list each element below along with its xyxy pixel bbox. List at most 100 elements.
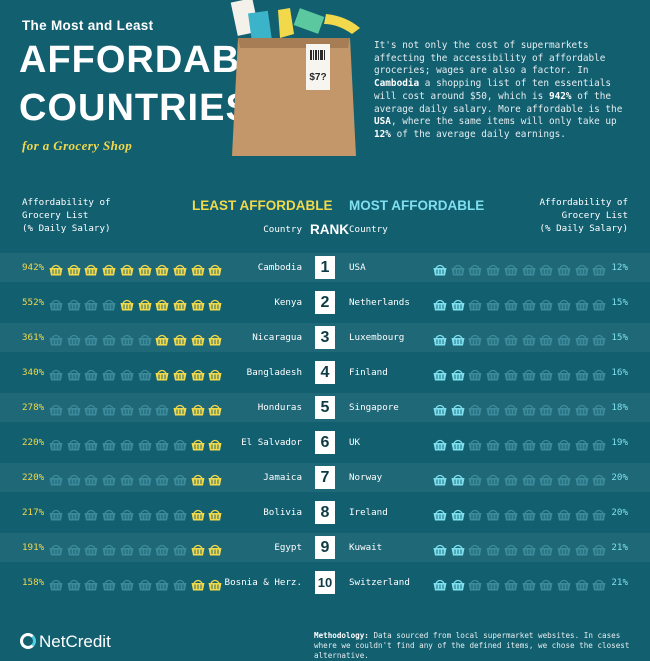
least-country-label: Kenya (274, 297, 302, 308)
basket-icon-filled (191, 506, 205, 521)
basket-icon-filled (191, 296, 205, 311)
basket-icon-empty (138, 541, 152, 556)
rank-badge: 10 (315, 571, 335, 594)
least-pct-label: 191% (22, 542, 45, 553)
basket-icon-empty (592, 296, 606, 311)
basket-icon-filled (120, 296, 134, 311)
basket-icon-empty (138, 436, 152, 451)
basket-icon-empty (84, 506, 98, 521)
pre-title: The Most and Least (22, 18, 154, 33)
basket-icon-empty (592, 436, 606, 451)
page-title-line2: COUNTRIES (19, 87, 252, 129)
most-pct-label: 20% (611, 507, 628, 518)
basket-icon-filled (208, 296, 222, 311)
basket-icon-filled (433, 541, 447, 556)
basket-icon-empty (575, 576, 589, 591)
basket-icon-empty (49, 401, 63, 416)
basket-icon-empty (539, 331, 553, 346)
table-row: 191% Egypt 9 Kuwait 21% (0, 533, 650, 562)
basket-icon-filled (120, 261, 134, 276)
basket-icon-empty (557, 471, 571, 486)
basket-icon-empty (120, 331, 134, 346)
most-country-label: Luxembourg (349, 332, 405, 343)
basket-icon-empty (67, 331, 81, 346)
basket-icon-empty (486, 576, 500, 591)
basket-icon-filled (191, 576, 205, 591)
basket-icon-filled (451, 296, 465, 311)
basket-icon-filled (155, 296, 169, 311)
basket-icon-empty (67, 471, 81, 486)
basket-icon-empty (522, 506, 536, 521)
most-pct-label: 19% (611, 437, 628, 448)
basket-icon-empty (49, 296, 63, 311)
basket-icon-empty (539, 261, 553, 276)
basket-icon-empty (173, 436, 187, 451)
basket-icon-filled (67, 261, 81, 276)
basket-icon-empty (67, 576, 81, 591)
basket-icon-empty (138, 506, 152, 521)
basket-icon-empty (539, 296, 553, 311)
basket-icon-empty (468, 541, 482, 556)
basket-icon-filled (433, 576, 447, 591)
basket-icon-empty (155, 576, 169, 591)
basket-icon-empty (173, 541, 187, 556)
least-pct-label: 278% (22, 402, 45, 413)
banana-icon (324, 14, 360, 34)
netcredit-logo: NetCredit (20, 632, 111, 652)
table-row: 220% El Salvador 6 UK 19% (0, 428, 650, 457)
basket-icon-empty (102, 296, 116, 311)
table-row: 552% Kenya 2 Netherlands 15% (0, 288, 650, 317)
basket-icon-empty (84, 471, 98, 486)
page-subtitle: for a Grocery Shop (22, 138, 133, 153)
basket-icon-empty (504, 436, 518, 451)
basket-icon-empty (49, 506, 63, 521)
basket-icon-empty (539, 366, 553, 381)
basket-icon-empty (138, 471, 152, 486)
least-country-label: Bangladesh (246, 367, 302, 378)
basket-icon-filled (191, 331, 205, 346)
basket-icon-filled (433, 261, 447, 276)
basket-icon-empty (575, 506, 589, 521)
basket-icon-empty (468, 261, 482, 276)
basket-icon-empty (486, 541, 500, 556)
basket-icon-empty (557, 331, 571, 346)
most-pct-label: 16% (611, 367, 628, 378)
basket-icon-empty (486, 401, 500, 416)
basket-icon-empty (522, 576, 536, 591)
least-pct-label: 340% (22, 367, 45, 378)
most-affordable-title: MOST AFFORDABLE (349, 198, 485, 213)
basket-icon-empty (451, 261, 465, 276)
basket-icon-empty (575, 401, 589, 416)
basket-icon-filled (433, 471, 447, 486)
basket-icon-empty (486, 261, 500, 276)
basket-icon-empty (120, 366, 134, 381)
country-header-left: Country (263, 224, 302, 235)
rank-badge: 6 (315, 431, 335, 454)
most-pct-label: 12% (611, 262, 628, 273)
basket-icon-empty (67, 366, 81, 381)
basket-icon-empty (522, 471, 536, 486)
basket-icon-empty (486, 471, 500, 486)
basket-icon-empty (468, 366, 482, 381)
basket-icon-empty (557, 436, 571, 451)
basket-icon-filled (208, 331, 222, 346)
basket-icon-empty (120, 506, 134, 521)
basket-icon-empty (592, 506, 606, 521)
basket-icon-filled (191, 401, 205, 416)
basket-icon-empty (468, 296, 482, 311)
netcredit-logo-icon (20, 633, 36, 649)
basket-icon-filled (451, 366, 465, 381)
basket-icon-filled (208, 576, 222, 591)
basket-icon-empty (84, 331, 98, 346)
basket-icon-filled (191, 261, 205, 276)
rank-badge: 2 (315, 291, 335, 314)
basket-icon-empty (592, 331, 606, 346)
basket-icon-empty (575, 331, 589, 346)
basket-icon-filled (84, 261, 98, 276)
basket-icon-filled (191, 366, 205, 381)
rank-badge: 7 (315, 466, 335, 489)
basket-icon-empty (575, 366, 589, 381)
basket-icon-empty (49, 366, 63, 381)
basket-icon-filled (191, 436, 205, 451)
basket-icon-empty (504, 506, 518, 521)
